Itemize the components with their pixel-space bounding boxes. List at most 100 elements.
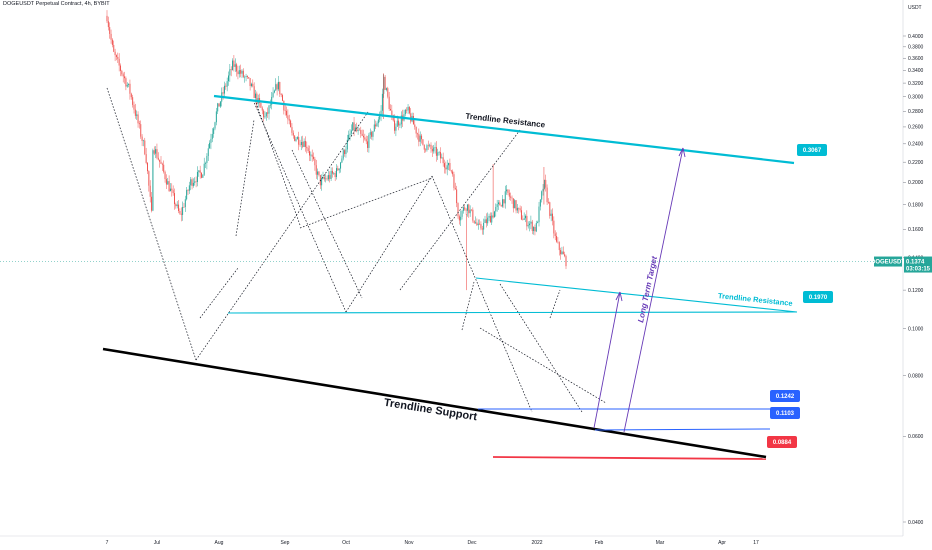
candle-body — [201, 172, 202, 178]
candle-body — [475, 222, 477, 224]
candle-body — [280, 93, 282, 96]
candle-body — [156, 149, 158, 158]
price-tick-label: 0.1600 — [908, 227, 924, 233]
candle-body — [394, 120, 396, 131]
tag-0-0884: 0.0884 — [773, 440, 792, 446]
tag-0-1103: 0.1103 — [776, 411, 795, 417]
candle-body — [446, 165, 448, 170]
candle-body — [444, 163, 445, 168]
candle-body — [255, 93, 256, 98]
candle-body — [202, 174, 204, 178]
candle-body — [142, 140, 144, 142]
tag-0-1970: 0.1970 — [809, 295, 828, 301]
candle-body — [225, 85, 227, 87]
candle-body — [223, 85, 225, 94]
time-tick-label: Aug — [215, 540, 224, 546]
candle-body — [331, 170, 333, 174]
candle-body — [128, 83, 130, 85]
candle-body — [269, 104, 271, 106]
candle-body — [545, 179, 547, 188]
candle-body — [514, 200, 516, 209]
price-tick-label: 0.4000 — [908, 34, 924, 40]
candle-body — [511, 197, 513, 199]
candle-body — [209, 142, 211, 149]
candle-body — [442, 157, 444, 164]
candle-body — [211, 133, 213, 139]
candle-body — [556, 236, 558, 242]
candle-body — [456, 189, 458, 204]
candle-body — [499, 202, 501, 206]
candle-body — [450, 170, 452, 172]
candle-body — [165, 179, 167, 185]
candle-body — [129, 83, 131, 94]
candle-body — [265, 112, 267, 117]
tag-0-1242: 0.1242 — [776, 394, 795, 400]
candle-body — [423, 144, 425, 150]
price-tick-label: 0.1200 — [908, 288, 924, 294]
price-tick-label: 0.3400 — [908, 68, 924, 74]
candle-body — [476, 222, 478, 226]
candle-body — [315, 165, 317, 175]
candle-body — [357, 129, 359, 132]
time-axis[interactable]: 7 Jul Aug Sep Oct Nov Dec 2022 Feb Mar Apr 17 — [106, 540, 759, 546]
pattern-line — [235, 119, 255, 237]
candle-body — [466, 204, 468, 211]
candle-body — [144, 140, 146, 155]
candle-body — [179, 211, 181, 214]
candle-body — [554, 233, 556, 237]
candle-body — [153, 150, 155, 154]
candle-body — [373, 124, 375, 132]
candle-body — [230, 69, 232, 71]
price-tick-label: 0.3200 — [908, 81, 924, 87]
candle-body — [560, 250, 562, 255]
candle-body — [468, 204, 470, 214]
candle-body — [469, 209, 471, 214]
candle-body — [272, 92, 274, 97]
candle-body — [317, 171, 319, 175]
candle-body — [419, 135, 421, 142]
candle-body — [564, 254, 566, 257]
candle-body — [180, 213, 182, 215]
candle-body — [516, 207, 518, 211]
candle-body — [439, 152, 441, 159]
candle-body — [295, 139, 297, 141]
candle-body — [253, 86, 255, 98]
candle-body — [237, 71, 239, 75]
candle-body — [271, 96, 273, 105]
candle-body — [350, 130, 352, 134]
candle-body — [340, 162, 342, 169]
candle-body — [452, 171, 454, 175]
candle-body — [453, 174, 455, 188]
support-label: Trendline Support — [383, 397, 478, 424]
last-price-value-bg — [904, 256, 932, 273]
price-tick-label: 0.1800 — [908, 202, 924, 208]
long-term-target-label: Long Term Target — [636, 255, 659, 323]
candle-body — [518, 207, 520, 209]
candle-body — [334, 173, 336, 178]
pattern-line — [549, 289, 561, 319]
pattern-lines — [106, 87, 607, 413]
candle-body — [263, 110, 265, 118]
candle-body — [412, 116, 414, 125]
candle-body — [107, 21, 109, 28]
pattern-line — [254, 99, 301, 226]
candle-body — [458, 216, 460, 221]
candle-body — [279, 81, 281, 94]
candle-body — [171, 188, 173, 191]
candle-body — [311, 154, 313, 157]
trendlines — [0, 94, 903, 460]
price-axis[interactable]: 0.4000 0.3800 0.3600 0.3400 0.3200 0.3000 0.28… — [0, 0, 924, 537]
candle-body — [241, 70, 243, 74]
tag-0-1103-bg — [770, 407, 800, 419]
tag-0-3067-bg — [797, 144, 827, 156]
candle-body — [120, 65, 121, 71]
candle-body — [229, 69, 231, 76]
candle-body — [496, 204, 498, 207]
candle-body — [199, 170, 201, 173]
candle-body — [375, 124, 377, 127]
candle-body — [547, 202, 549, 203]
time-tick-label: Dec — [468, 540, 477, 546]
candle-body — [326, 178, 328, 180]
